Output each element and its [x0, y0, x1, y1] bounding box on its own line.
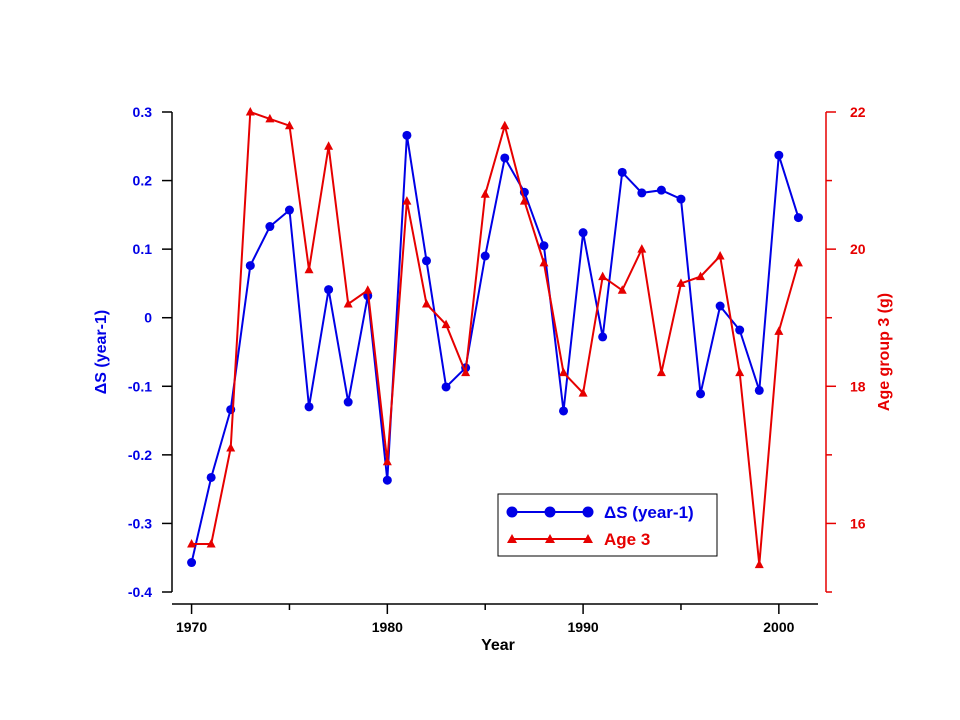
data-point-age3: [284, 120, 294, 130]
legend-marker-age3: [545, 534, 555, 543]
data-point-age3: [480, 189, 490, 198]
x-axis-title: Year: [481, 637, 515, 654]
legend-marker-s: [544, 506, 556, 518]
data-point-s: [421, 256, 431, 266]
data-point-age3: [461, 367, 471, 377]
data-point-age3: [343, 299, 353, 308]
left-y-tick-label: 0: [144, 310, 152, 326]
data-point-age3: [715, 251, 725, 260]
data-point-s: [304, 402, 314, 412]
data-point-s: [793, 213, 803, 223]
data-point-age3: [735, 367, 745, 377]
data-point-age3: [500, 120, 510, 130]
data-point-s: [656, 185, 666, 195]
x-tick-label: 2000: [763, 619, 794, 635]
data-point-age3: [206, 539, 216, 548]
data-point-age3: [402, 196, 412, 205]
data-point-age3: [598, 271, 608, 281]
data-point-s: [676, 194, 686, 204]
data-point-s: [343, 397, 353, 407]
right-y-axis: 16 18 20 22 Age group 3 (g): [825, 104, 893, 593]
data-point-age3: [519, 196, 529, 205]
data-point-age3: [774, 326, 784, 335]
data-point-age3: [578, 388, 588, 397]
data-point-s: [578, 228, 588, 238]
series-layer: [187, 107, 803, 569]
data-point-s: [441, 382, 451, 392]
legend-marker-s: [506, 506, 518, 518]
data-point-age3: [617, 285, 627, 294]
right-y-tick-label: 22: [850, 104, 866, 120]
data-point-s: [480, 251, 490, 261]
data-point-age3: [265, 113, 275, 123]
data-point-age3: [187, 539, 197, 548]
data-point-age3: [304, 264, 314, 274]
left-y-tick-label: 0.2: [133, 173, 153, 189]
data-point-age3: [696, 271, 706, 281]
data-point-s: [637, 188, 647, 198]
data-point-age3: [559, 367, 569, 377]
legend-label-s: ΔS (year-1): [604, 503, 694, 522]
left-y-tick-label: -0.1: [128, 378, 152, 394]
data-point-s: [382, 475, 392, 485]
series-line-s: [190, 135, 800, 563]
data-point-age3: [754, 559, 764, 569]
left-y-tick-label: -0.4: [128, 584, 152, 600]
data-point-age3: [226, 443, 236, 452]
data-point-s: [559, 406, 569, 416]
data-point-s: [187, 558, 197, 568]
series-line-age3: [191, 110, 800, 565]
data-point-age3: [656, 367, 666, 377]
right-y-axis-title: Age group 3 (g): [876, 293, 893, 411]
data-point-s: [754, 385, 764, 395]
data-point-age3: [382, 456, 392, 466]
legend-box: [497, 493, 718, 557]
data-point-age3: [363, 285, 373, 294]
data-point-age3: [539, 257, 549, 267]
left-y-axis-title: ΔS (year-1): [93, 310, 110, 394]
data-point-age3: [676, 278, 686, 287]
data-point-s: [598, 332, 608, 342]
data-point-age3: [421, 299, 431, 308]
data-point-s: [696, 389, 706, 399]
left-y-axis: -0.4 -0.3 -0.2 -0.1 0 0.1 0.2 0.3 ΔS (year-1): [93, 104, 173, 600]
legend-marker-s: [582, 506, 594, 518]
left-y-tick-label: -0.2: [128, 447, 152, 463]
right-y-tick-label: 20: [850, 241, 866, 257]
legend-label-age3: Age 3: [604, 530, 650, 549]
legend-marker-age3: [583, 534, 593, 543]
data-point-age3: [793, 257, 803, 267]
data-point-s: [500, 153, 510, 163]
data-point-age3: [637, 244, 647, 253]
legend-marker-age3: [507, 534, 517, 543]
data-point-s: [539, 241, 549, 251]
data-point-s: [265, 222, 275, 232]
left-y-tick-label: 0.1: [133, 241, 153, 257]
left-y-tick-label: 0.3: [133, 104, 153, 120]
data-point-s: [715, 301, 725, 311]
data-point-age3: [441, 319, 451, 329]
legend: ΔS (year-1) Age 3: [497, 493, 718, 557]
right-y-tick-label: 16: [850, 515, 866, 531]
x-ticks: 1970 1980 1990 2000: [176, 604, 795, 635]
data-point-s: [284, 205, 294, 215]
data-point-age3: [245, 107, 255, 116]
left-y-tick-label: -0.3: [128, 515, 152, 531]
x-axis: 1970 1980 1990 2000 Year: [172, 603, 818, 654]
data-point-s: [774, 150, 784, 160]
data-point-s: [324, 285, 334, 295]
data-point-s: [245, 261, 255, 271]
data-point-s: [206, 472, 216, 482]
right-y-tick-label: 18: [850, 378, 866, 394]
data-point-s: [617, 167, 627, 177]
x-tick-label: 1980: [372, 619, 403, 635]
x-tick-label: 1970: [176, 619, 207, 635]
data-point-age3: [324, 141, 334, 150]
left-y-ticks: -0.4 -0.3 -0.2 -0.1 0 0.1 0.2 0.3: [128, 104, 172, 600]
data-point-s: [735, 325, 745, 335]
data-point-s: [402, 130, 412, 140]
right-y-ticks: 16 18 20 22: [826, 104, 866, 593]
x-tick-label: 1990: [568, 619, 599, 635]
